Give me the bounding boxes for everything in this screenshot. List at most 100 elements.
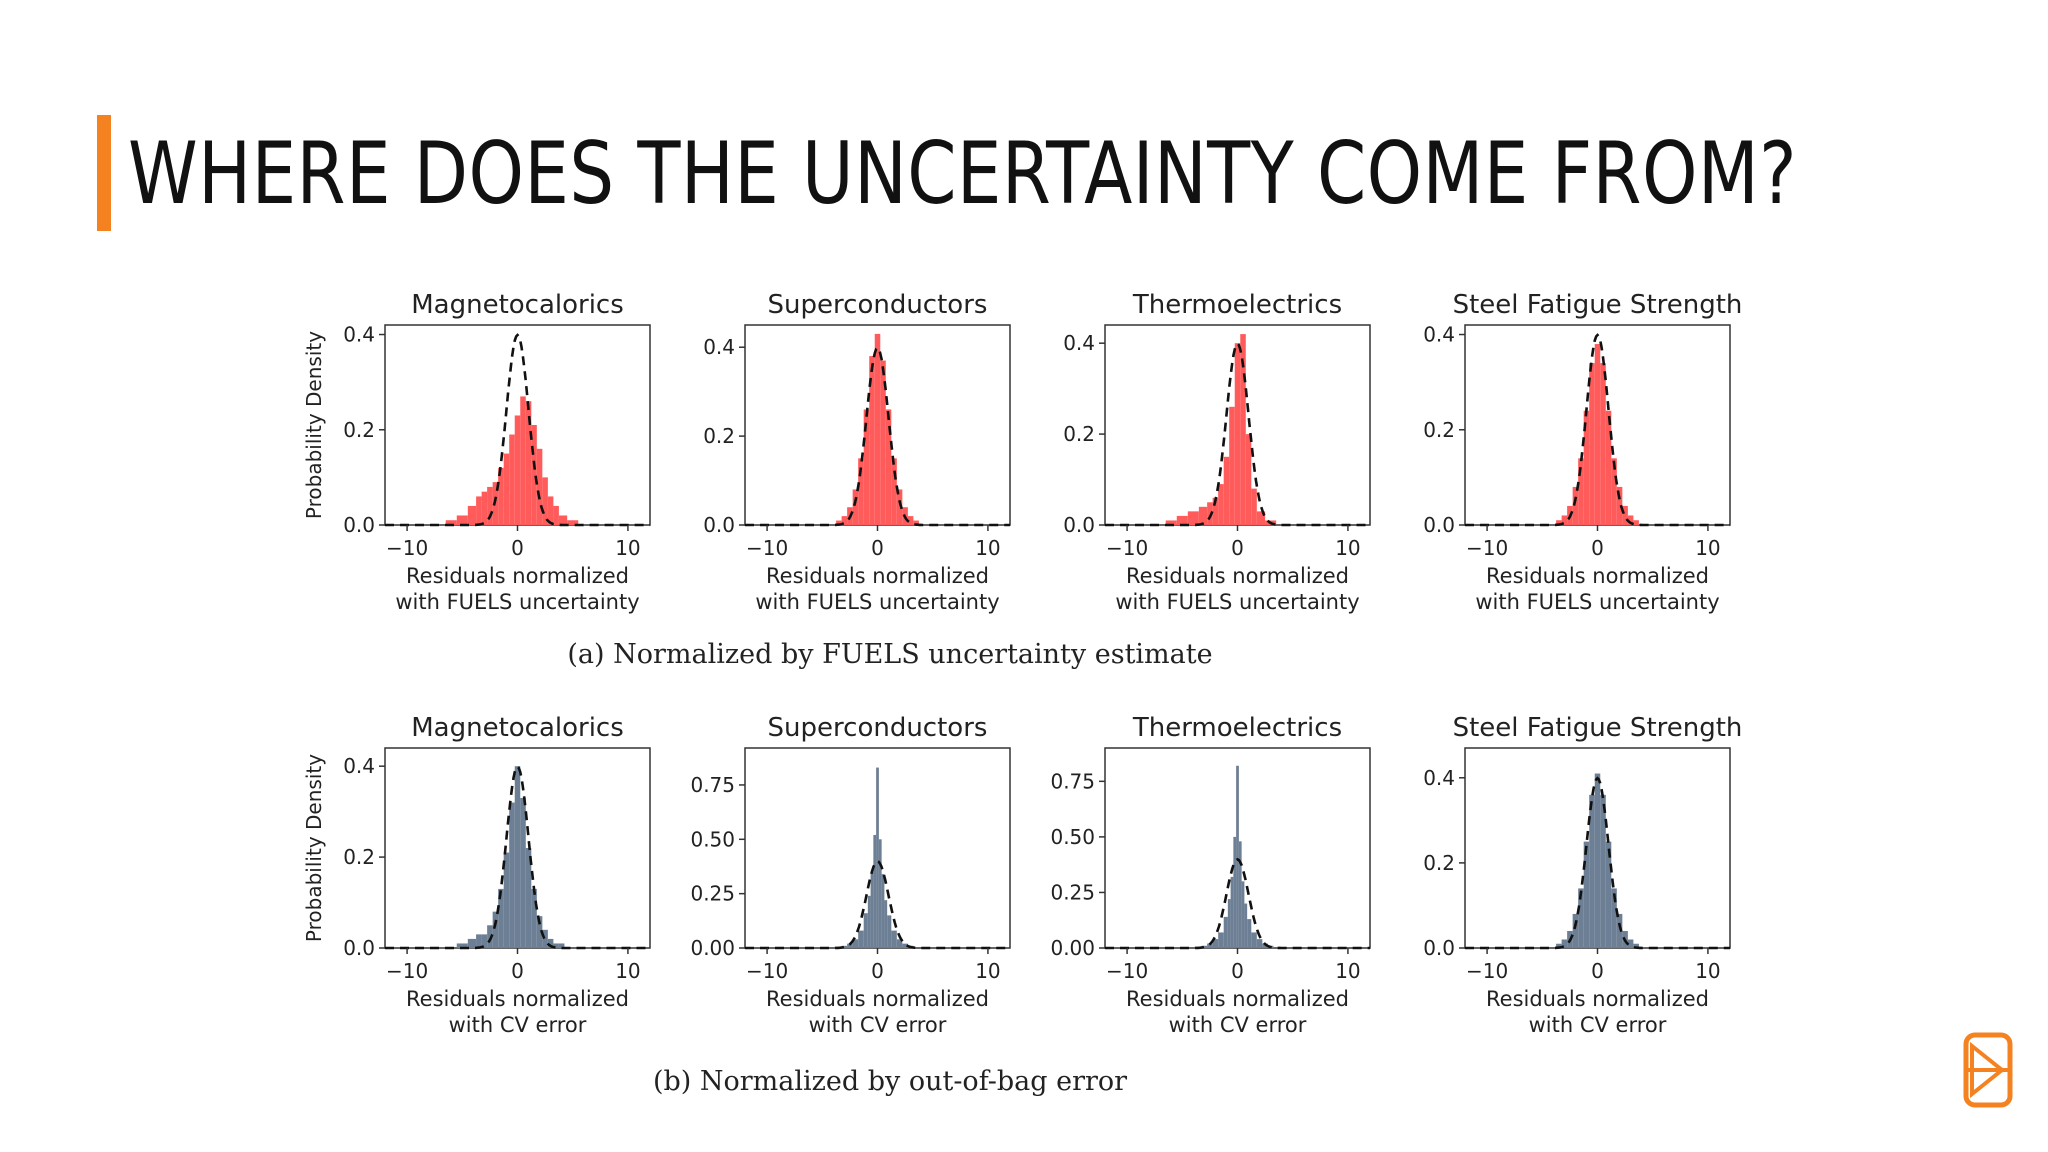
histogram-bar (1589, 794, 1595, 948)
histogram-bar (1244, 903, 1248, 948)
x-axis-label: Residuals normalized (766, 987, 989, 1011)
histogram-bar (1605, 410, 1612, 525)
x-axis-label: Residuals normalized (406, 987, 629, 1011)
x-tick-label: 0 (511, 536, 524, 560)
histogram-bar (542, 477, 548, 525)
histogram-bar (1176, 515, 1188, 525)
x-tick-label: 0 (511, 959, 524, 983)
panel-title: Magnetocalorics (411, 290, 624, 320)
x-axis-label: Residuals normalized (406, 564, 629, 588)
histogram-bar (1251, 488, 1257, 525)
x-axis-label: Residuals normalized (766, 564, 989, 588)
x-tick-label: 10 (1335, 536, 1360, 560)
histogram-bar (896, 939, 903, 948)
normal-curve (1105, 857, 1370, 950)
histogram-bar (1594, 344, 1601, 525)
row-caption: (a) Normalized by FUELS uncertainty esti… (567, 639, 1212, 670)
histogram-bar (492, 911, 499, 948)
histogram-bar (873, 834, 877, 948)
histogram-bar (467, 938, 477, 948)
y-axis-label: Probability Density (302, 331, 326, 519)
x-axis-label: with FUELS uncertainty (1475, 590, 1719, 614)
histogram-bar (547, 938, 554, 948)
histogram-bar (1201, 945, 1208, 948)
histogram-bar (531, 425, 537, 525)
histogram-bar (558, 515, 568, 525)
normal-curve (1465, 776, 1730, 950)
y-tick-label: 0.4 (343, 323, 375, 347)
x-tick-label: 10 (975, 959, 1000, 983)
histogram-bar (553, 943, 559, 948)
y-tick-label: 0.25 (690, 882, 735, 906)
normal-curve (385, 333, 650, 527)
histogram-bar (476, 934, 482, 948)
normal-curve (1465, 333, 1730, 527)
histogram-bar (531, 888, 537, 948)
histogram-bar (547, 496, 554, 525)
histogram-bar (1218, 484, 1224, 525)
histogram-bar (858, 930, 864, 948)
histogram-bar (1223, 456, 1230, 525)
histogram-bar (1561, 939, 1568, 948)
histogram-bar (503, 852, 510, 948)
x-axis-label: with CV error (449, 1013, 587, 1037)
histogram-bar (1583, 841, 1590, 948)
histogram-bar (1238, 841, 1242, 948)
x-tick-label: −10 (386, 959, 428, 983)
histogram-bar (1229, 406, 1235, 525)
y-axis-label: Probability Density (302, 754, 326, 942)
histogram-bar (1633, 520, 1639, 525)
x-axis-label: with FUELS uncertainty (1115, 590, 1359, 614)
histogram-bar (870, 871, 874, 948)
x-tick-label: −10 (1106, 536, 1148, 560)
histogram-bar (1233, 836, 1237, 948)
histogram-bar (841, 945, 848, 948)
y-tick-label: 0.50 (690, 827, 735, 851)
y-tick-label: 0.0 (703, 513, 735, 537)
histogram-bar (847, 943, 853, 948)
histogram-bar (1241, 881, 1245, 948)
histogram-bar (1605, 841, 1612, 948)
x-tick-label: 0 (871, 536, 884, 560)
histogram-bar (1245, 434, 1252, 525)
histogram-bar (520, 798, 526, 948)
histogram-bar (858, 458, 864, 525)
histogram-bar (1589, 363, 1595, 525)
histogram-bar (887, 915, 892, 948)
x-axis-label: with CV error (1169, 1013, 1307, 1037)
y-tick-label: 0.75 (690, 773, 735, 797)
histogram-bar (1633, 943, 1639, 948)
histogram-bar (520, 396, 526, 525)
histogram-bar (1198, 506, 1208, 525)
y-tick-label: 0.2 (1063, 422, 1095, 446)
x-tick-label: −10 (746, 959, 788, 983)
x-tick-label: 10 (1695, 536, 1720, 560)
histogram-bar (1611, 458, 1617, 525)
histogram-bar (880, 360, 886, 525)
histogram-bar (558, 943, 565, 948)
histogram-bar (525, 848, 532, 948)
x-axis-label: Residuals normalized (1486, 564, 1709, 588)
x-tick-label: 0 (1591, 959, 1604, 983)
histogram-bar (1611, 888, 1617, 948)
y-tick-label: 0.2 (703, 424, 735, 448)
x-tick-label: 10 (1695, 959, 1720, 983)
histogram-bar (1212, 939, 1219, 948)
y-tick-label: 0.0 (1423, 513, 1455, 537)
histogram-grid-svg: Magnetocalorics 0.0 0.2 0.4 −10 0 10 Residuals … (302, 290, 1742, 1097)
y-tick-label: 0.0 (343, 513, 375, 537)
histogram-bar (876, 767, 879, 948)
histogram-bar (1240, 334, 1246, 525)
histogram-bar (867, 895, 871, 948)
histogram-bar (896, 489, 903, 525)
histogram-bar (514, 415, 521, 525)
histogram-bar (487, 925, 493, 948)
panel-title: Superconductors (768, 290, 988, 320)
histogram-bar (874, 333, 881, 525)
row-caption: (b) Normalized by out-of-bag error (653, 1066, 1127, 1097)
histogram-bar (878, 839, 882, 948)
histogram-bar (1616, 486, 1623, 525)
y-tick-label: 0.4 (703, 335, 735, 359)
histogram-bar (456, 515, 468, 525)
histogram-bar (1207, 502, 1213, 525)
